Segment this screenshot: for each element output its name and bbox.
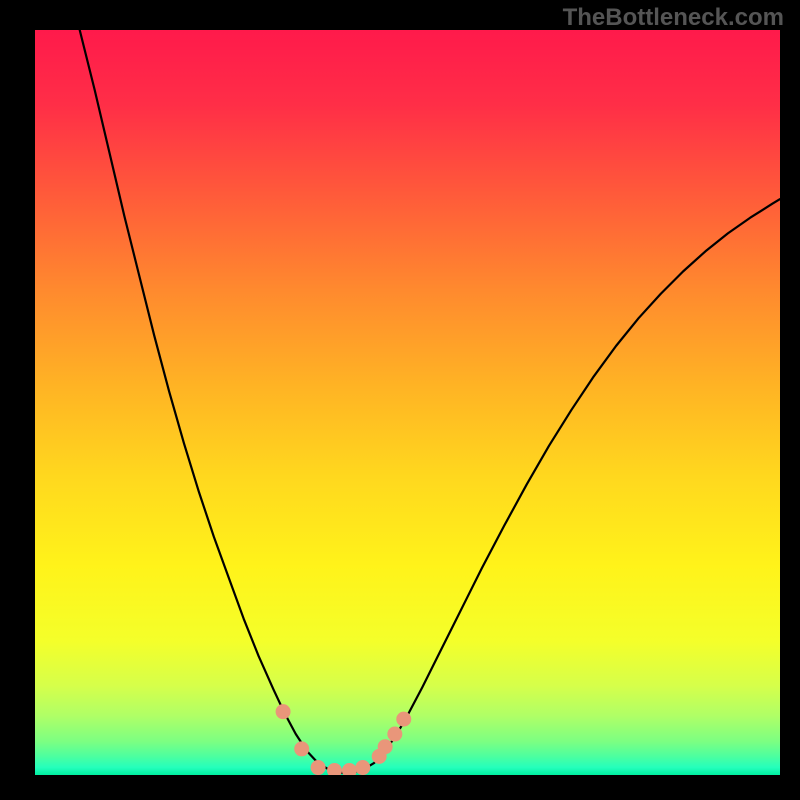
watermark-text: TheBottleneck.com bbox=[563, 4, 784, 32]
gradient-background bbox=[35, 30, 780, 775]
chart-container: TheBottleneck.com bbox=[0, 0, 800, 800]
plot-area bbox=[35, 30, 780, 775]
